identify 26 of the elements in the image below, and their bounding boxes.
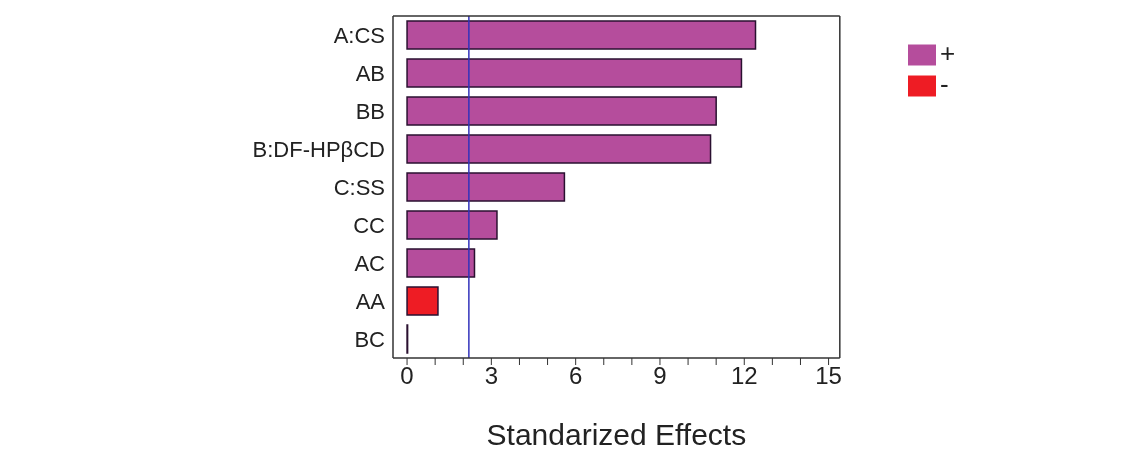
bar <box>406 58 743 88</box>
x-tick-label: 12 <box>730 362 758 390</box>
bar <box>406 210 498 240</box>
x-tick-label: 6 <box>568 362 583 390</box>
bar <box>406 248 476 278</box>
y-tick-label: A:CS <box>333 22 385 48</box>
bar <box>406 96 717 126</box>
y-tick-label: C:SS <box>333 174 385 200</box>
bar <box>406 172 566 202</box>
x-tick-label: 9 <box>653 362 667 390</box>
y-tick-label: AA <box>355 288 386 314</box>
y-tick-label: CC <box>353 212 386 238</box>
y-tick-label: BC <box>354 326 386 352</box>
x-tick-label: 3 <box>484 362 499 390</box>
y-tick-label: B:DF-HPβCD <box>252 136 385 162</box>
x-tick-label: 0 <box>400 362 414 390</box>
y-tick-label: BB <box>355 98 385 124</box>
x-tick-label: 15 <box>815 362 842 390</box>
legend-label: + <box>940 38 956 68</box>
x-axis-title: Standarized Effects <box>486 418 747 451</box>
y-tick-label: AB <box>355 60 385 86</box>
bar <box>406 20 757 50</box>
y-tick-label: AC <box>354 250 386 276</box>
bar <box>406 286 439 316</box>
bar <box>406 134 712 164</box>
legend-label: - <box>940 69 949 100</box>
